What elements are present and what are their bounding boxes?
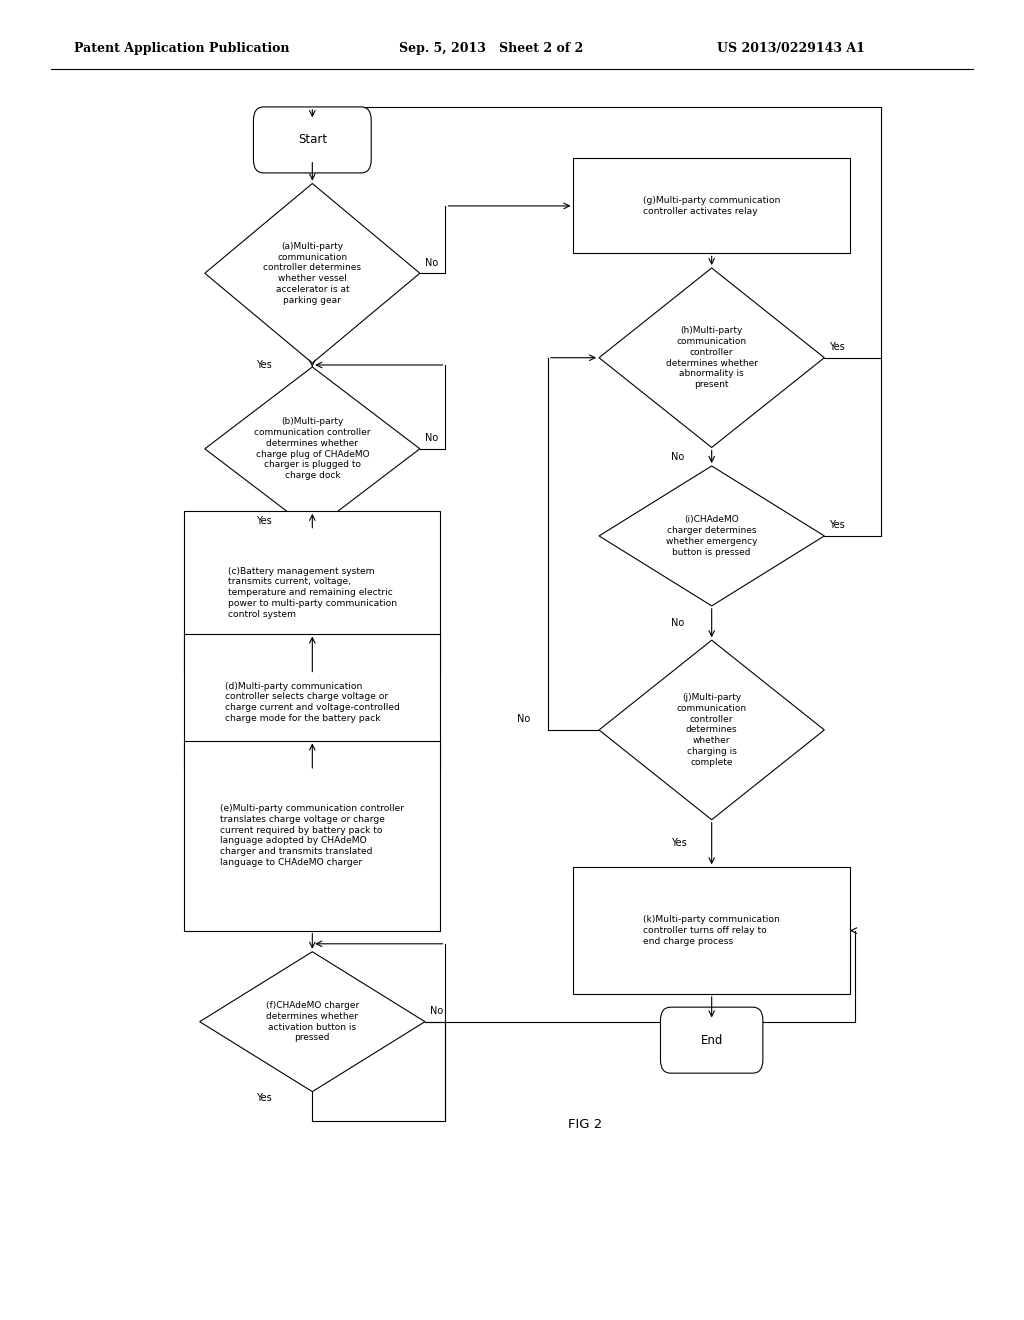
Text: End: End [700,1034,723,1047]
Text: (i)CHAdeMO
charger determines
whether emergency
button is pressed: (i)CHAdeMO charger determines whether em… [666,515,758,557]
Text: (b)Multi-party
communication controller
determines whether
charge plug of CHAdeM: (b)Multi-party communication controller … [254,417,371,480]
Text: Yes: Yes [256,1093,271,1104]
Text: No: No [430,1006,443,1016]
Text: No: No [425,433,438,444]
FancyBboxPatch shape [573,867,850,994]
Text: Sep. 5, 2013   Sheet 2 of 2: Sep. 5, 2013 Sheet 2 of 2 [399,42,584,55]
FancyBboxPatch shape [660,1007,763,1073]
Text: No: No [425,257,438,268]
Text: No: No [517,714,530,725]
Text: (d)Multi-party communication
controller selects charge voltage or
charge current: (d)Multi-party communication controller … [225,681,399,723]
Text: Yes: Yes [256,360,271,370]
Text: (g)Multi-party communication
controller activates relay: (g)Multi-party communication controller … [643,197,780,215]
FancyBboxPatch shape [184,741,440,931]
Text: Patent Application Publication: Patent Application Publication [74,42,289,55]
Text: (c)Battery management system
transmits current, voltage,
temperature and remaini: (c)Battery management system transmits c… [227,566,397,619]
FancyBboxPatch shape [184,634,440,771]
Polygon shape [599,640,824,820]
Text: Yes: Yes [829,520,845,531]
Text: Yes: Yes [671,838,686,849]
Text: Yes: Yes [829,342,845,352]
Text: No: No [671,618,684,628]
Text: US 2013/0229143 A1: US 2013/0229143 A1 [717,42,864,55]
Text: (j)Multi-party
communication
controller
determines
whether
charging is
complete: (j)Multi-party communication controller … [677,693,746,767]
Text: (k)Multi-party communication
controller turns off relay to
end charge process: (k)Multi-party communication controller … [643,915,780,946]
Polygon shape [599,466,824,606]
Text: No: No [671,451,684,462]
Text: (e)Multi-party communication controller
translates charge voltage or charge
curr: (e)Multi-party communication controller … [220,804,404,867]
Polygon shape [599,268,824,447]
Text: Start: Start [298,133,327,147]
FancyBboxPatch shape [573,158,850,253]
Polygon shape [200,952,425,1092]
FancyBboxPatch shape [184,511,440,675]
Text: Yes: Yes [256,516,271,525]
Polygon shape [205,367,420,531]
Polygon shape [205,183,420,363]
Text: (a)Multi-party
communication
controller determines
whether vessel
accelerator is: (a)Multi-party communication controller … [263,242,361,305]
Text: FIG 2: FIG 2 [568,1118,602,1131]
Text: (f)CHAdeMO charger
determines whether
activation button is
pressed: (f)CHAdeMO charger determines whether ac… [265,1001,359,1043]
Text: (h)Multi-party
communication
controller
determines whether
abnormality is
presen: (h)Multi-party communication controller … [666,326,758,389]
FancyBboxPatch shape [254,107,371,173]
